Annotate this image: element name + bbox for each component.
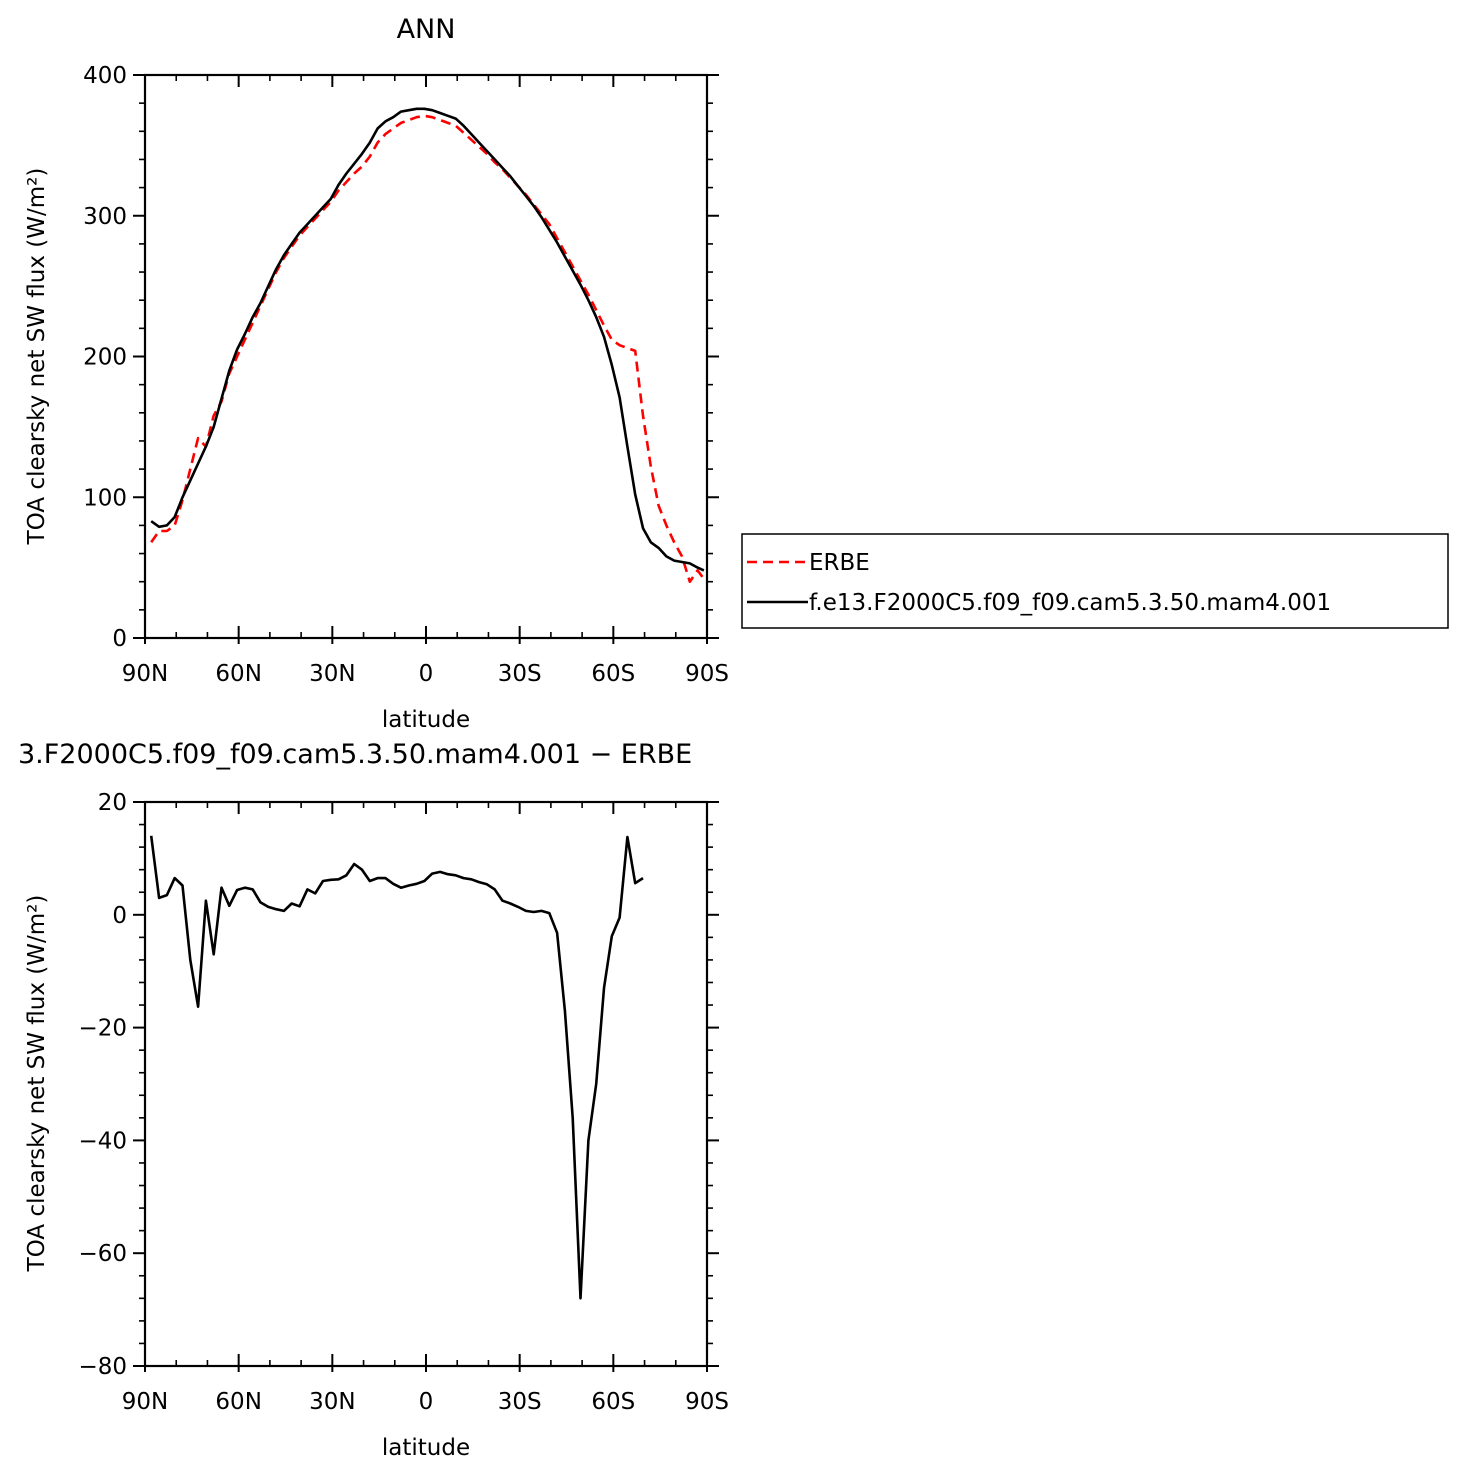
y-tick-label: 0 bbox=[112, 626, 127, 652]
top-plot-frame bbox=[143, 73, 709, 640]
y-tick-label: 300 bbox=[83, 204, 127, 230]
x-tick-label: 60N bbox=[215, 1389, 261, 1415]
y-tick-label: 100 bbox=[83, 485, 127, 511]
legend-box bbox=[741, 533, 1449, 629]
series-line-erbe bbox=[150, 114, 705, 583]
x-tick-label: 30N bbox=[309, 1389, 355, 1415]
bottom-series-lines bbox=[149, 835, 644, 1300]
y-tick-label: −40 bbox=[78, 1128, 127, 1154]
y-tick-label: −80 bbox=[78, 1354, 127, 1380]
top-series-lines bbox=[150, 107, 705, 583]
x-tick-label: 90N bbox=[122, 661, 168, 687]
x-tick-label: 60S bbox=[591, 1389, 635, 1415]
series-line-model bbox=[150, 107, 705, 572]
y-tick-label: 200 bbox=[83, 345, 127, 371]
top-x-axis-title: latitude bbox=[382, 707, 470, 733]
y-tick-label: 20 bbox=[98, 790, 127, 816]
x-tick-label: 90S bbox=[685, 1389, 729, 1415]
y-tick-label: −20 bbox=[78, 1016, 127, 1042]
difference-line bbox=[149, 835, 644, 1300]
x-tick-label: 30N bbox=[309, 661, 355, 687]
y-tick-label: −60 bbox=[78, 1241, 127, 1267]
x-tick-label: 60S bbox=[591, 661, 635, 687]
top-panel: ANN 90N 60N 30N 0 30S 60S 90S 0 100 200 300 400 lat… bbox=[24, 14, 729, 733]
bottom-plot-title: 3.F2000C5.f09_f09.cam5.3.50.mam4.001 − E… bbox=[18, 739, 692, 770]
legend-label-erbe: ERBE bbox=[809, 550, 870, 576]
x-tick-label: 0 bbox=[419, 1389, 434, 1415]
x-tick-label: 90N bbox=[122, 1389, 168, 1415]
top-plot-title: ANN bbox=[397, 14, 456, 45]
x-tick-label: 0 bbox=[419, 661, 434, 687]
top-axis-ticks: 90N 60N 30N 0 30S 60S 90S 0 100 200 300 400 bbox=[83, 63, 729, 687]
x-tick-label: 30S bbox=[498, 661, 542, 687]
legend: ERBE f.e13.F2000C5.f09_f09.cam5.3.50.mam… bbox=[741, 533, 1449, 629]
x-tick-label: 30S bbox=[498, 1389, 542, 1415]
top-y-axis-title: TOA clearsky net SW flux (W/m²) bbox=[24, 168, 50, 546]
y-tick-label: 0 bbox=[112, 903, 127, 929]
bottom-plot-frame bbox=[143, 800, 709, 1368]
x-tick-label: 60N bbox=[215, 661, 261, 687]
legend-label-model: f.e13.F2000C5.f09_f09.cam5.3.50.mam4.001 bbox=[809, 590, 1331, 616]
bottom-axis-ticks: 90N 60N 30N 0 30S 60S 90S −80 −60 −40 −20 0 20 bbox=[78, 790, 728, 1415]
bottom-panel: 3.F2000C5.f09_f09.cam5.3.50.mam4.001 − E… bbox=[18, 739, 729, 1461]
bottom-y-axis-title: TOA clearsky net SW flux (W/m²) bbox=[24, 895, 50, 1273]
bottom-x-axis-title: latitude bbox=[382, 1435, 470, 1461]
x-tick-label: 90S bbox=[685, 661, 729, 687]
y-tick-label: 400 bbox=[83, 63, 127, 89]
